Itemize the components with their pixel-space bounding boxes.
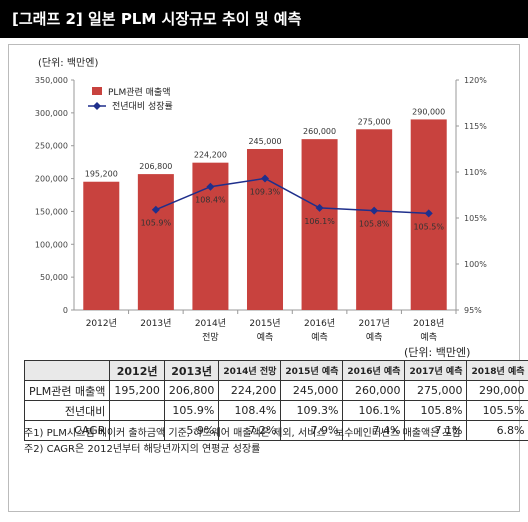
bar-value-label: 275,000 <box>358 117 391 126</box>
table-cell: 224,200 <box>218 380 282 401</box>
x-tick-label: 2018년 <box>413 318 444 329</box>
y-tick-label-right: 95% <box>464 306 482 315</box>
x-tick-label: 2012년 <box>86 318 117 329</box>
table-row: CAGR 5.9% 7.2% 7.9% 7.4% 7.1% 6.8% <box>23 420 528 441</box>
growth-point <box>206 182 215 191</box>
y-tick-label-left: 300,000 <box>35 109 68 118</box>
bar <box>301 139 338 310</box>
y-tick-label-right: 105% <box>464 214 487 223</box>
table-cell: 5.9% <box>163 420 220 441</box>
chart-svg: (단위: 백만엔) 0 50,000 100,000 150,000 200,000 250… <box>35 56 487 343</box>
table-cell: 275,000 <box>404 380 468 401</box>
bar-value-label: 224,200 <box>194 151 227 160</box>
y-tick-label-right: 100% <box>464 260 487 269</box>
bar-value-label: 260,000 <box>303 127 336 136</box>
table-cell <box>109 400 165 421</box>
table-row: PLM관련 매출액 195,200 206,800 224,200 245,00… <box>23 380 528 401</box>
table-header-cell: 2013년 <box>163 360 220 381</box>
x-tick-sublabel: 전망 <box>202 332 219 343</box>
footnotes: 주1) PLM시스템 메이커 출하금액 기준, 하드웨어 매출액은 제외, 서비… <box>24 426 461 458</box>
legend-line-label: 전년대비 성장률 <box>112 101 173 112</box>
growth-label: 108.4% <box>195 196 226 205</box>
x-tick-sublabel: 예측 <box>420 332 437 343</box>
footnote: 주2) CAGR은 2012년부터 해당년까지의 연평균 성장률 <box>24 444 261 455</box>
bar <box>83 181 120 310</box>
table-cell: 105.5% <box>466 400 528 421</box>
bar <box>137 174 174 310</box>
table-cell: 105.8% <box>404 400 468 421</box>
y-tick-label-right: 115% <box>464 122 487 131</box>
x-tick-label: 2014년 <box>195 318 226 329</box>
table-row: 전년대비 105.9% 108.4% 109.3% 106.1% 105.8% … <box>23 400 528 421</box>
chart-frame <box>8 44 520 512</box>
growth-point <box>315 203 324 212</box>
growth-point <box>261 174 269 183</box>
growth-line <box>155 177 429 215</box>
table-cell: 7.2% <box>218 420 282 441</box>
y-tick-label-left: 350,000 <box>35 76 68 85</box>
table-row-label: PLM관련 매출액 <box>23 380 111 401</box>
x-tick-sublabel: 예측 <box>257 332 274 343</box>
table-unit-label: (단위: 백만엔) <box>404 346 471 359</box>
table-header-cell: 2015년 예측 <box>280 360 344 381</box>
table-cell: 108.4% <box>218 400 282 421</box>
bar-value-label: 245,000 <box>248 137 281 146</box>
bar-value-label: 206,800 <box>139 162 172 171</box>
bar-value-label: 290,000 <box>412 107 445 116</box>
table-cell: 7.1% <box>404 420 468 441</box>
bar-value-label: 195,200 <box>85 170 118 179</box>
y-tick-label-left: 100,000 <box>35 240 68 249</box>
growth-point <box>370 206 379 215</box>
y-tick-label-left: 200,000 <box>35 175 68 184</box>
growth-label: 109.3% <box>250 187 281 196</box>
table-row-label: 전년대비 <box>23 400 111 421</box>
growth-point <box>151 205 160 214</box>
table-header-row: 2012년 2013년 2014년 전망 2015년 예측 2016년 예측 2… <box>23 360 528 381</box>
table-header-cell: 2018년 예측 <box>466 360 528 381</box>
y-tick-label-right: 120% <box>464 76 487 85</box>
y-tick-label-left: 50,000 <box>40 273 68 282</box>
bar <box>356 129 393 310</box>
data-table: 2012년 2013년 2014년 전망 2015년 예측 2016년 예측 2… <box>23 360 528 441</box>
legend-bar-swatch <box>92 87 102 95</box>
y-tick-label-left: 150,000 <box>35 207 68 216</box>
x-tick-label: 2016년 <box>304 318 335 329</box>
table-cell: 109.3% <box>280 400 344 421</box>
growth-label: 105.8% <box>359 220 390 229</box>
chart-title: [그래프 2] 일본 PLM 시장규모 추이 및 예측 <box>0 0 528 38</box>
unit-label: (단위: 백만엔) <box>38 56 98 69</box>
growth-point <box>424 209 433 218</box>
y-tick-label-right: 110% <box>464 168 487 177</box>
bar <box>246 149 284 310</box>
table-cell: 206,800 <box>163 380 220 401</box>
table-cell: 290,000 <box>466 380 528 401</box>
x-tick-label: 2013년 <box>140 318 171 329</box>
table-cell: 105.9% <box>163 400 220 421</box>
x-tick-sublabel: 예측 <box>311 332 328 343</box>
table-header-cell: 2017년 예측 <box>404 360 468 381</box>
x-tick-label: 2015년 <box>249 318 280 329</box>
x-tick-label: 2017년 <box>359 318 390 329</box>
growth-label: 106.1% <box>304 217 335 226</box>
table-header-cell: 2012년 <box>109 360 165 381</box>
y-tick-label-left: 0 <box>63 306 68 315</box>
table-cell: 260,000 <box>342 380 406 401</box>
table-cell: 195,200 <box>109 380 165 401</box>
x-tick-sublabel: 예측 <box>366 332 383 343</box>
footnote: 주1) PLM시스템 메이커 출하금액 기준, 하드웨어 매출액은 제외, 서비… <box>24 428 461 439</box>
table-header-cell <box>23 360 111 381</box>
growth-label: 105.5% <box>413 222 444 231</box>
y-tick-label-left: 250,000 <box>35 142 68 151</box>
table-row-label: CAGR <box>23 420 111 441</box>
growth-label: 105.9% <box>141 219 172 228</box>
table-cell: 245,000 <box>280 380 344 401</box>
table-cell: 6.8% <box>466 420 528 441</box>
table-header-cell: 2014년 전망 <box>218 360 282 381</box>
legend-line-marker <box>93 102 101 110</box>
legend-bar-label: PLM관련 매출액 <box>108 86 170 98</box>
table-header-cell: 2016년 예측 <box>342 360 406 381</box>
table-cell: 106.1% <box>342 400 406 421</box>
